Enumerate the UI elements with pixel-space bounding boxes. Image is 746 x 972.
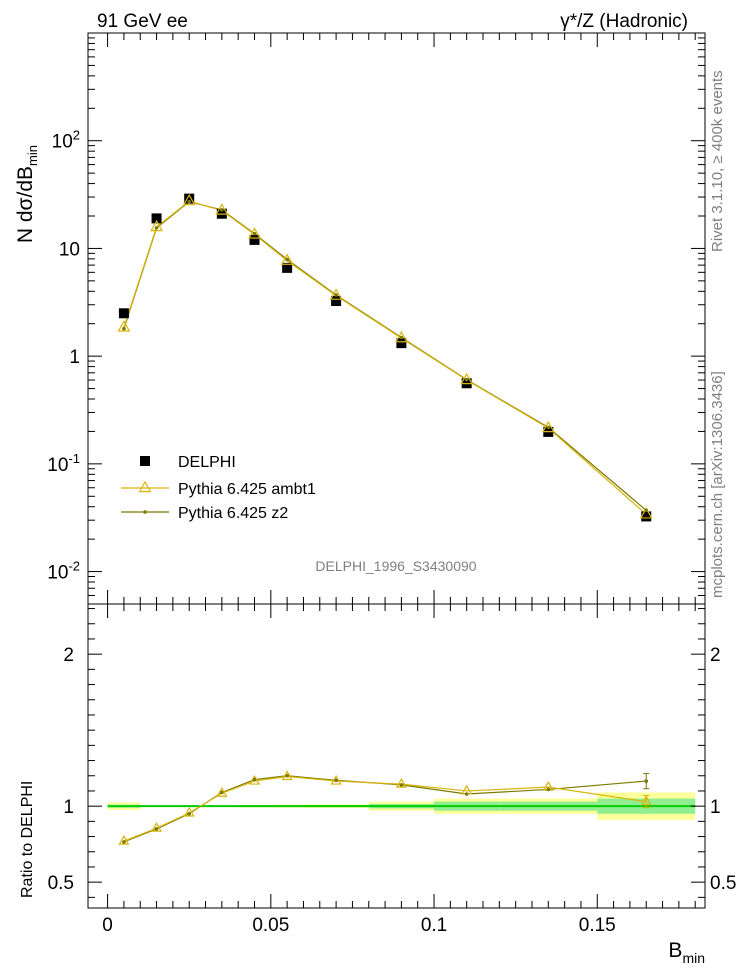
ambt1-point <box>182 193 196 206</box>
main-y-tick-label: 102 <box>52 128 80 153</box>
mcplots-label: mcplots.cern.ch [arXiv:1306.3436] <box>709 371 726 598</box>
ambt1-point <box>541 420 555 433</box>
ambt1-point <box>248 227 261 239</box>
x-tick-label: 0 <box>102 915 113 936</box>
ratio-ambt1-point <box>151 821 163 832</box>
z2-point <box>464 377 469 382</box>
z2-point <box>187 199 192 204</box>
z2-point <box>399 335 404 340</box>
delphi-data-point <box>118 308 129 319</box>
ratio-ambt1-point <box>640 795 652 806</box>
ratio-z2-point <box>644 779 649 783</box>
legend-ambt1-marker <box>138 480 152 493</box>
main-y-tick-label: 10-1 <box>47 451 80 476</box>
z2-point <box>644 508 649 513</box>
ambt1-point <box>215 203 229 215</box>
delphi-data-point <box>641 511 652 522</box>
ratio-ambt1-point <box>183 806 195 817</box>
ratio-z2-point <box>122 840 126 844</box>
rivet-label: Rivet 3.1.10, ≥ 400k events <box>709 70 726 252</box>
legend: DELPHI Pythia 6.425 ambt1 Pythia 6.425 z2 <box>121 454 316 522</box>
main-y-axis-label: N dσ/dBmin <box>14 145 40 243</box>
x-tick-label: 0.1 <box>421 915 447 936</box>
ratio-z2-point <box>252 777 257 782</box>
delphi-data-point <box>151 213 162 224</box>
ratio-z2-point <box>546 787 551 792</box>
main-y-tick-label: 1 <box>69 347 80 368</box>
x-tick-label: 0.15 <box>579 915 616 936</box>
ratio-z2-point <box>187 811 192 816</box>
ratio-y-axis-label: Ratio to DELPHI <box>19 781 36 898</box>
main-y-tick-label: 10-2 <box>47 559 80 584</box>
ratio-z2-point <box>285 773 289 778</box>
ambt1-point <box>280 253 294 265</box>
ambt1-point <box>394 330 408 343</box>
main-y-tick-label: 10 <box>59 239 80 260</box>
ambt1-point <box>639 507 653 519</box>
ratio-ambt1-point <box>118 834 130 845</box>
ratio-z2-point <box>334 778 338 783</box>
z2-point <box>252 231 257 236</box>
ambt1-point <box>329 288 343 300</box>
ambt1-point <box>117 320 131 332</box>
legend-entry-label: Pythia 6.425 ambt1 <box>178 481 316 498</box>
delphi-data-point <box>396 338 407 349</box>
x-tick-label: 0.05 <box>252 915 289 936</box>
ratio-ambt1-point <box>395 777 407 788</box>
ratio-y-tick-label: 2 <box>63 645 74 666</box>
ratio-ambt1-point <box>330 774 342 785</box>
ratio-z2-point <box>220 790 224 795</box>
legend-entry-label: DELPHI <box>178 454 236 471</box>
ratio-y-tick-label-right: 0.5 <box>710 873 736 894</box>
ratio-ambt1-point <box>248 774 261 785</box>
ratio-y-tick-label: 1 <box>63 797 74 818</box>
legend-z2-marker <box>143 510 147 514</box>
z2-point <box>334 293 338 297</box>
ratio-z2-point <box>399 783 404 787</box>
x-axis-label: Bmin <box>668 939 705 966</box>
ratio-ambt1-point <box>281 770 293 781</box>
ratio-plot-panel: 0.5 0.5 1 1 2 2 0 0.05 0.1 0.15 Ratio to DELPHI B… <box>19 603 736 966</box>
ratio-z2-point <box>154 827 159 831</box>
ratio-y-tick-label-right: 1 <box>710 797 721 818</box>
delphi-data-point <box>184 193 195 204</box>
ratio-ambt1-point <box>216 787 228 797</box>
ratio-y-tick-label: 0.5 <box>48 873 74 894</box>
z2-point <box>154 226 159 230</box>
z2-point <box>122 326 126 331</box>
legend-entry-label: Pythia 6.425 z2 <box>178 505 288 522</box>
delphi-data-point <box>282 262 293 273</box>
ambt1-point <box>150 219 163 232</box>
ratio-plot-frame <box>87 603 706 909</box>
header-left: 91 GeV ee <box>97 11 188 32</box>
watermark: DELPHI_1996_S3430090 <box>315 558 476 574</box>
ratio-y-tick-label-right: 2 <box>710 645 721 666</box>
z2-point <box>285 257 289 262</box>
legend-delphi-marker <box>140 456 150 466</box>
main-plot-panel: 10-2 10-1 1 10 102 N dσ/dBmin DELPHI_1996_S3… <box>14 32 706 605</box>
ratio-z2-point <box>464 792 469 796</box>
z2-point <box>546 425 551 430</box>
z2-point <box>220 208 224 212</box>
delphi-data-point <box>249 234 260 245</box>
ambt1-point <box>460 372 474 385</box>
delphi-data-point <box>331 296 342 307</box>
header-right: γ*/Z (Hadronic) <box>560 11 688 32</box>
